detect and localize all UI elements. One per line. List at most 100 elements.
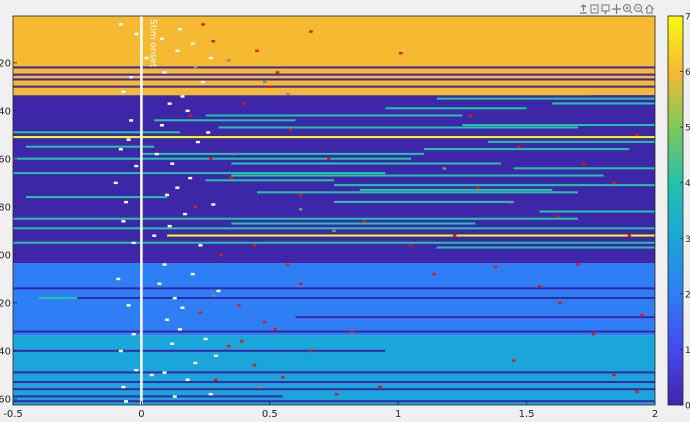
white-event-mark-19 (162, 71, 167, 74)
white-event-mark-30 (172, 395, 177, 398)
home-icon[interactable] (644, 2, 655, 16)
red-event-mark-46 (378, 385, 382, 389)
white-event-mark-28 (170, 342, 175, 345)
heatmap-row-line-34 (13, 241, 655, 244)
white-event-mark-22 (170, 162, 175, 165)
red-event-mark-25 (517, 145, 521, 149)
red-event-mark-34 (591, 332, 596, 336)
heatmap-row-line-44 (13, 349, 386, 352)
heatmap-plot-area (13, 16, 656, 405)
axes: -0.5 0 0.5 1 1.5 2 20 40 60 80 100 120 140 160 (0, 15, 658, 420)
export-icon[interactable] (578, 2, 589, 16)
white-event-mark-7 (134, 164, 139, 168)
heatmap-row-line-28 (334, 200, 514, 203)
heatmap-row-line-45 (13, 371, 655, 374)
heatmap-row-line-35 (436, 246, 655, 249)
gray-event-mark-10 (257, 385, 262, 389)
x-tick-label-0: -0.5 (3, 409, 23, 420)
red-event-mark-40 (219, 253, 223, 257)
red-event-mark-20 (280, 376, 285, 379)
gray-event-mark-2 (262, 80, 267, 84)
white-event-mark-25 (162, 263, 167, 266)
heatmap-row-line-0 (13, 66, 655, 69)
colorbar: 0 1 2 3 4 5 6 7 (667, 13, 690, 412)
red-event-mark-6 (188, 114, 192, 117)
red-event-mark-7 (288, 128, 293, 132)
heatmap-row-line-26 (256, 191, 578, 194)
red-event-mark-24 (468, 114, 472, 117)
colorbar-tick-label-7: 7 (685, 13, 690, 23)
axes-toolbar (578, 2, 655, 16)
datatip-icon[interactable] (600, 2, 611, 16)
red-event-mark-48 (452, 234, 457, 237)
heatmap-row-line-3 (13, 85, 655, 88)
red-event-mark-52 (576, 263, 580, 266)
pan-icon[interactable] (611, 2, 622, 16)
heatmap-row-line-29 (539, 210, 655, 213)
white-event-mark-45 (206, 131, 211, 134)
red-event-mark-23 (399, 52, 403, 55)
red-event-mark-21 (334, 392, 339, 396)
colorbar-tick-label-0: 0 (685, 402, 690, 412)
white-event-mark-48 (213, 354, 218, 357)
white-event-mark-23 (165, 193, 170, 197)
heatmap-row-line-21 (13, 172, 386, 175)
colorbar-tick-label-2: 2 (685, 290, 690, 300)
white-event-mark-38 (198, 244, 203, 247)
red-event-mark-37 (635, 390, 639, 393)
heatmap-row-line-9 (154, 119, 296, 122)
white-event-mark-16 (134, 368, 139, 372)
x-tick-label-2: 0.5 (262, 409, 278, 420)
heatmap-row-line-42 (295, 316, 655, 319)
red-event-mark-0 (201, 23, 205, 26)
heatmap-row-line-38 (13, 260, 655, 263)
heatmap-row-line-8 (205, 114, 463, 117)
red-event-mark-9 (229, 176, 234, 180)
gray-event-mark-8 (509, 200, 513, 204)
zoom-in-icon[interactable] (622, 2, 633, 16)
red-event-mark-10 (298, 193, 303, 197)
heatmap-row-line-40 (64, 296, 656, 299)
gray-event-mark-1 (226, 59, 231, 62)
heatmap-row-line-16 (423, 148, 630, 151)
brush-icon[interactable] (589, 2, 600, 16)
white-event-mark-0 (118, 23, 123, 26)
white-event-mark-13 (126, 304, 131, 307)
heatmap-band-3 (13, 335, 655, 405)
gray-event-mark-3 (286, 92, 290, 96)
red-event-mark-41 (198, 311, 203, 314)
y-tick-label-6: 140 (0, 346, 11, 357)
heatmap-row-line-41 (38, 296, 78, 299)
heatmap-row-line-22 (231, 174, 604, 177)
red-event-mark-11 (363, 220, 367, 223)
colorbar-tick-label-1: 1 (685, 346, 690, 356)
white-event-mark-12 (116, 277, 121, 281)
zoom-out-icon[interactable] (633, 2, 644, 16)
white-event-mark-57 (157, 282, 162, 285)
white-event-mark-8 (113, 181, 118, 185)
red-event-mark-4 (268, 85, 272, 89)
x-tick-label-5: 2 (652, 409, 658, 420)
gray-event-mark-0 (193, 66, 198, 69)
gray-event-mark-5 (298, 208, 303, 211)
red-event-mark-13 (286, 263, 290, 266)
red-event-mark-22 (309, 30, 313, 33)
white-event-mark-39 (190, 272, 195, 276)
white-event-mark-26 (172, 296, 177, 300)
colorbar-tick-label-5: 5 (685, 124, 690, 134)
heatmap-row-line-11 (218, 126, 578, 129)
onset-overlay: Stim onset (140, 16, 157, 405)
red-event-mark-43 (214, 378, 218, 381)
red-event-mark-39 (193, 205, 198, 209)
heatmap-row-line-31 (231, 222, 476, 225)
red-event-mark-51 (537, 284, 542, 288)
red-event-mark-14 (298, 282, 303, 285)
white-event-mark-55 (175, 186, 180, 189)
heatmap-row-line-39 (13, 287, 655, 290)
white-event-mark-42 (193, 361, 198, 365)
white-event-mark-31 (177, 28, 182, 31)
white-event-mark-50 (159, 37, 164, 41)
red-event-mark-31 (494, 265, 498, 269)
colorbar-tick-label-6: 6 (685, 68, 690, 78)
colorbar-tick-label-4: 4 (685, 179, 690, 189)
